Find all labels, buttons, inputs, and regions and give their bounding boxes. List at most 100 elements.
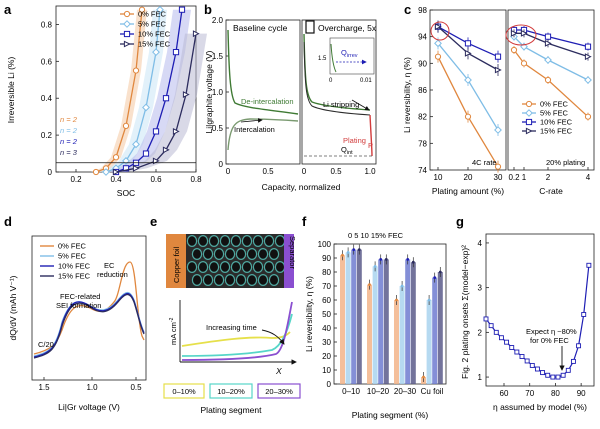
panel-a-band-0 — [91, 9, 147, 172]
panel-f-dot-1-2 — [379, 258, 383, 261]
panel-e-particle-18 — [197, 261, 209, 274]
panel-f-dot-2-0 — [395, 298, 398, 302]
panel-b-ytick-3: 1.5 — [212, 52, 224, 61]
panel-f-bar-0-3 — [356, 249, 362, 384]
panel-c-right-point-0-1 — [520, 60, 528, 67]
panel-b-deintercalation-curve — [227, 29, 299, 115]
panel-f-bar-2-2 — [405, 259, 411, 384]
panel-b-left-xtick-0: 0 — [226, 167, 231, 176]
panel-a: 0.2 0.4 0.6 0.8 0 0.2 0.4 0.6 0.8 Irreversible L… — [6, 5, 207, 198]
panel-f-dot-3-1 — [427, 298, 431, 302]
panel-g-xtick-2: 80 — [551, 389, 560, 398]
panel-f-ytick-9: 90 — [322, 254, 331, 263]
panel-a-band-3 — [105, 33, 207, 172]
panel-d-curve-15 — [33, 293, 145, 359]
panel-d-legend-item-2: 10% FEC — [58, 262, 91, 271]
panel-g-point-3 — [498, 335, 504, 341]
panel-f-ytick-4: 40 — [322, 324, 331, 333]
panel-c-right-point-2-2 — [544, 33, 552, 40]
panel-a-n-1: n = 2 — [60, 126, 78, 135]
panel-f-ytick-3: 30 — [322, 338, 331, 347]
panel-e-segment-box-0 — [163, 383, 205, 399]
panel-c-right-frame — [507, 9, 595, 171]
panel-e-particle-10 — [202, 248, 214, 261]
panel-e-segment-title: Plating segment — [201, 405, 263, 415]
panel-label-b: b — [204, 2, 212, 17]
panel-a-band-1 — [99, 9, 167, 172]
panel-e-separator-label: Separator — [288, 236, 297, 269]
panel-c-right-point-0-2 — [544, 76, 552, 84]
panel-f-bar-1-1 — [372, 266, 378, 384]
panel-d-fec2-label: SEI formation — [56, 301, 101, 310]
panel-f-dot-1-3 — [384, 258, 388, 261]
panel-f-bar-0-0 — [340, 255, 345, 384]
panel-a-point-1-5 — [152, 48, 160, 57]
panel-f-dot-3-0 — [422, 375, 425, 379]
panel-f-bar-1-3 — [383, 259, 389, 384]
panel-f-dot-1-0 — [368, 283, 371, 286]
panel-a-point-2-7 — [178, 6, 186, 13]
panel-a-point-1-6 — [156, 5, 164, 14]
panel-f-ytick-6: 60 — [322, 296, 331, 305]
panel-c-right-point-3-1 — [520, 29, 528, 37]
panel-e-increasing-label: Increasing time — [206, 323, 257, 332]
panel-a-xtick-2: 0.6 — [150, 175, 162, 184]
panel-g-point-6 — [514, 349, 520, 355]
panel-g-frame — [485, 233, 595, 387]
panel-d-ylabel: dQ/dV (mAh V⁻¹) — [8, 275, 18, 340]
panel-a-point-2-3 — [142, 150, 150, 157]
panel-b-ytick-4: 2.0 — [212, 16, 224, 25]
panel-a-point-1-3 — [132, 140, 140, 149]
panel-e: Copper foil Separator Increasing time mA… — [163, 234, 301, 415]
panel-label-f: f — [302, 214, 307, 229]
panel-c-left-point-2-2 — [494, 53, 502, 60]
panel-c-highlight-right — [505, 24, 537, 46]
panel-b-stripping-label: Li stripping — [323, 100, 359, 109]
panel-a-xtick-3: 0.8 — [190, 175, 202, 184]
panel-c-right-point-3-3 — [584, 53, 592, 61]
panel-e-particle-30 — [235, 274, 247, 287]
panel-e-particle-0 — [186, 235, 198, 248]
panel-g-point-5 — [509, 345, 515, 351]
panel-f-ytick-7: 70 — [322, 282, 331, 291]
panel-d-rate-label: C/20 — [38, 340, 54, 349]
panel-e-separator — [284, 234, 294, 288]
panel-c-left-point-0-2 — [494, 163, 502, 170]
panel-a-point-2-5 — [162, 95, 170, 102]
panel-f-dot-0-2 — [352, 248, 356, 252]
panel-c-right-xtick-3: 4 — [586, 173, 591, 182]
panel-f-dot-2-2 — [406, 258, 410, 261]
panel-a-point-0-5 — [138, 6, 146, 13]
panel-b-right-frame — [301, 19, 377, 165]
panel-b-qirrev-label: Qirrev — [341, 48, 358, 59]
panel-f-bar-3-2 — [432, 277, 438, 384]
panel-g-xtick-1: 70 — [525, 389, 534, 398]
panel-c-right-xlabel: C-rate — [539, 186, 563, 196]
panel-a-ytick-0: 0 — [48, 168, 53, 177]
panel-g-annot-0: Expect η ~80% — [526, 327, 577, 336]
panel-d-ec-label: EC — [104, 261, 115, 270]
panel-g-point-7 — [519, 354, 525, 359]
panel-g-xtick-0: 60 — [500, 389, 509, 398]
panel-c-legend-item-1: 5% FEC — [540, 109, 569, 118]
panel-f-bar-3-3 — [437, 272, 443, 384]
panel-d-fec-label: FEC-related — [60, 292, 100, 301]
panel-c-ytick-6: 98 — [418, 6, 427, 15]
panel-c-ytick-4: 90 — [418, 59, 427, 68]
panel-a-point-0-4 — [132, 67, 140, 74]
panel-label-c: c — [404, 2, 411, 17]
panel-a-point-2-1 — [122, 165, 130, 172]
panel-c-left-xtick-0: 10 — [434, 173, 443, 182]
panel-g-point-2 — [493, 329, 499, 335]
panel-e-particle-21 — [230, 261, 242, 274]
panel-e-yaxis-label: mA cm-2 — [169, 317, 178, 345]
panel-c-left-xlabel: Plating amount (%) — [432, 186, 504, 196]
panel-c-legend-item-2: 10% FEC — [540, 118, 573, 127]
panel-b-deint-label: De-intercalation — [241, 97, 294, 106]
panel-c-left-point-1-2 — [494, 126, 502, 134]
panel-b-right-xtick-2: 1.0 — [364, 167, 376, 176]
panel-g-point-4 — [504, 339, 510, 345]
panel-c-left-note: 4C rate — [472, 158, 497, 167]
